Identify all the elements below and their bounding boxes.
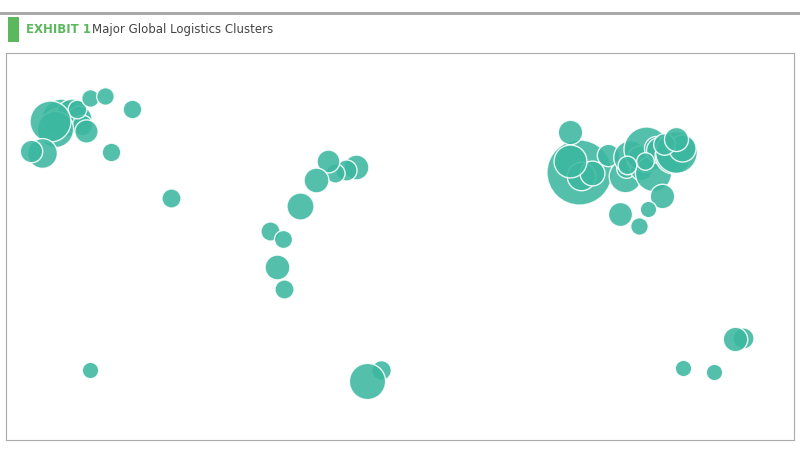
- Text: EXHIBIT 1: EXHIBIT 1: [26, 23, 90, 36]
- Point: [675, 144, 688, 151]
- Point: [278, 285, 290, 293]
- Point: [126, 105, 138, 112]
- Point: [294, 202, 306, 210]
- Point: [79, 127, 92, 134]
- Point: [669, 149, 682, 156]
- Point: [621, 161, 634, 169]
- Point: [329, 169, 342, 177]
- Point: [105, 148, 118, 155]
- Point: [165, 194, 178, 201]
- Point: [670, 135, 682, 142]
- Point: [658, 140, 670, 147]
- Point: [36, 150, 49, 157]
- Point: [663, 153, 676, 160]
- Point: [71, 105, 84, 113]
- Point: [563, 129, 576, 136]
- Point: [310, 176, 322, 184]
- Point: [270, 263, 283, 271]
- Point: [84, 366, 97, 373]
- Point: [634, 155, 646, 162]
- Point: [618, 172, 631, 180]
- Point: [586, 170, 598, 177]
- Point: [573, 168, 586, 175]
- Point: [98, 92, 111, 99]
- Point: [83, 95, 96, 102]
- Point: [361, 377, 374, 385]
- Point: [634, 165, 647, 173]
- Point: [708, 369, 721, 376]
- Point: [340, 166, 353, 174]
- Point: [646, 169, 659, 176]
- Point: [641, 206, 654, 213]
- Point: [66, 117, 78, 125]
- Point: [322, 158, 334, 165]
- Point: [563, 157, 576, 164]
- Point: [619, 164, 632, 171]
- Point: [633, 222, 646, 229]
- Point: [666, 151, 679, 158]
- Point: [729, 336, 742, 343]
- Point: [650, 144, 662, 152]
- Point: [655, 192, 668, 200]
- Point: [263, 227, 276, 234]
- Point: [43, 117, 56, 125]
- Point: [639, 146, 652, 153]
- Point: [75, 121, 88, 129]
- Point: [350, 164, 362, 171]
- Point: [54, 115, 67, 122]
- Point: [50, 118, 63, 125]
- Point: [638, 157, 651, 164]
- Point: [49, 125, 62, 132]
- Point: [66, 111, 78, 119]
- Point: [652, 147, 665, 154]
- Point: [614, 211, 627, 218]
- Point: [624, 153, 637, 161]
- Point: [73, 114, 86, 122]
- Point: [374, 366, 387, 373]
- Text: Major Global Logistics Clusters: Major Global Logistics Clusters: [92, 23, 274, 36]
- Point: [737, 334, 750, 341]
- Point: [277, 236, 290, 243]
- Point: [602, 152, 614, 159]
- Point: [676, 365, 689, 372]
- Point: [25, 147, 38, 155]
- Point: [575, 172, 588, 180]
